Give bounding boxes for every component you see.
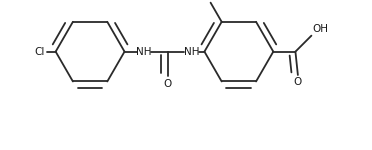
Text: OH: OH: [312, 24, 328, 34]
Text: NH: NH: [184, 47, 199, 57]
Text: Cl: Cl: [34, 47, 45, 57]
Text: NH: NH: [136, 47, 151, 57]
Text: O: O: [163, 79, 172, 89]
Text: O: O: [294, 77, 302, 87]
